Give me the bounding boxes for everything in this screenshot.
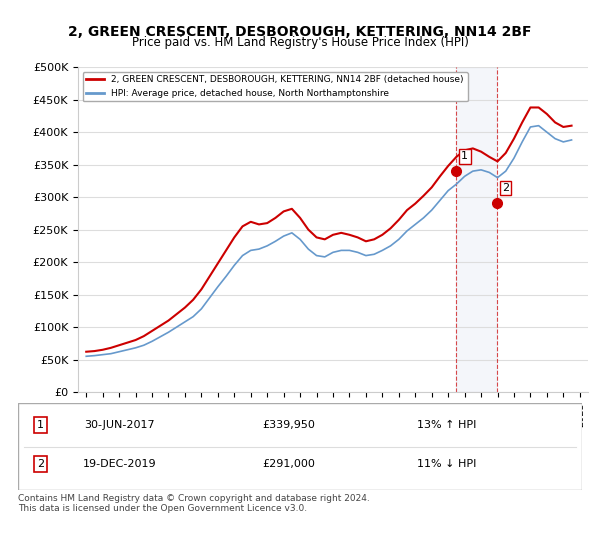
Legend: 2, GREEN CRESCENT, DESBOROUGH, KETTERING, NN14 2BF (detached house), HPI: Averag: 2, GREEN CRESCENT, DESBOROUGH, KETTERING… (83, 72, 467, 101)
Text: 1: 1 (37, 420, 44, 430)
Text: 19-DEC-2019: 19-DEC-2019 (83, 459, 157, 469)
Text: 13% ↑ HPI: 13% ↑ HPI (417, 420, 476, 430)
Text: 30-JUN-2017: 30-JUN-2017 (84, 420, 155, 430)
Text: 2, GREEN CRESCENT, DESBOROUGH, KETTERING, NN14 2BF: 2, GREEN CRESCENT, DESBOROUGH, KETTERING… (68, 25, 532, 39)
Text: 2: 2 (502, 183, 509, 193)
Bar (457, 67, 497, 392)
Text: £339,950: £339,950 (262, 420, 315, 430)
Text: £291,000: £291,000 (262, 459, 315, 469)
Text: 11% ↓ HPI: 11% ↓ HPI (417, 459, 476, 469)
Text: 1: 1 (461, 151, 469, 161)
FancyBboxPatch shape (18, 403, 582, 490)
Text: 2: 2 (37, 459, 44, 469)
Text: Contains HM Land Registry data © Crown copyright and database right 2024.
This d: Contains HM Land Registry data © Crown c… (18, 494, 370, 514)
Text: Price paid vs. HM Land Registry's House Price Index (HPI): Price paid vs. HM Land Registry's House … (131, 36, 469, 49)
